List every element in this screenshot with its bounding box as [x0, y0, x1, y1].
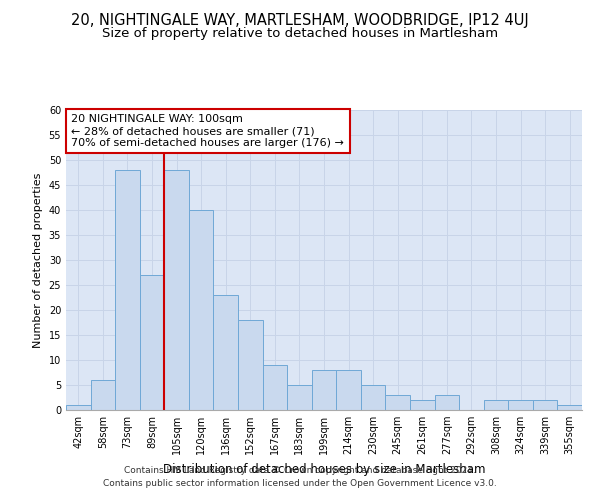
Bar — [140, 275, 164, 410]
Bar — [214, 295, 238, 410]
Bar — [410, 400, 434, 410]
Y-axis label: Number of detached properties: Number of detached properties — [33, 172, 43, 348]
Bar — [361, 385, 385, 410]
Bar — [508, 400, 533, 410]
Bar — [287, 385, 312, 410]
Bar — [66, 405, 91, 410]
Text: Contains HM Land Registry data © Crown copyright and database right 2024.
Contai: Contains HM Land Registry data © Crown c… — [103, 466, 497, 487]
Bar — [557, 405, 582, 410]
Text: 20 NIGHTINGALE WAY: 100sqm
← 28% of detached houses are smaller (71)
70% of semi: 20 NIGHTINGALE WAY: 100sqm ← 28% of deta… — [71, 114, 344, 148]
Bar — [238, 320, 263, 410]
Text: 20, NIGHTINGALE WAY, MARTLESHAM, WOODBRIDGE, IP12 4UJ: 20, NIGHTINGALE WAY, MARTLESHAM, WOODBRI… — [71, 12, 529, 28]
Bar — [533, 400, 557, 410]
Bar — [263, 365, 287, 410]
Bar — [336, 370, 361, 410]
Bar — [91, 380, 115, 410]
Bar — [312, 370, 336, 410]
Bar — [385, 395, 410, 410]
Bar — [164, 170, 189, 410]
Text: Size of property relative to detached houses in Martlesham: Size of property relative to detached ho… — [102, 28, 498, 40]
X-axis label: Distribution of detached houses by size in Martlesham: Distribution of detached houses by size … — [163, 462, 485, 475]
Bar — [189, 210, 214, 410]
Bar — [115, 170, 140, 410]
Bar — [434, 395, 459, 410]
Bar — [484, 400, 508, 410]
